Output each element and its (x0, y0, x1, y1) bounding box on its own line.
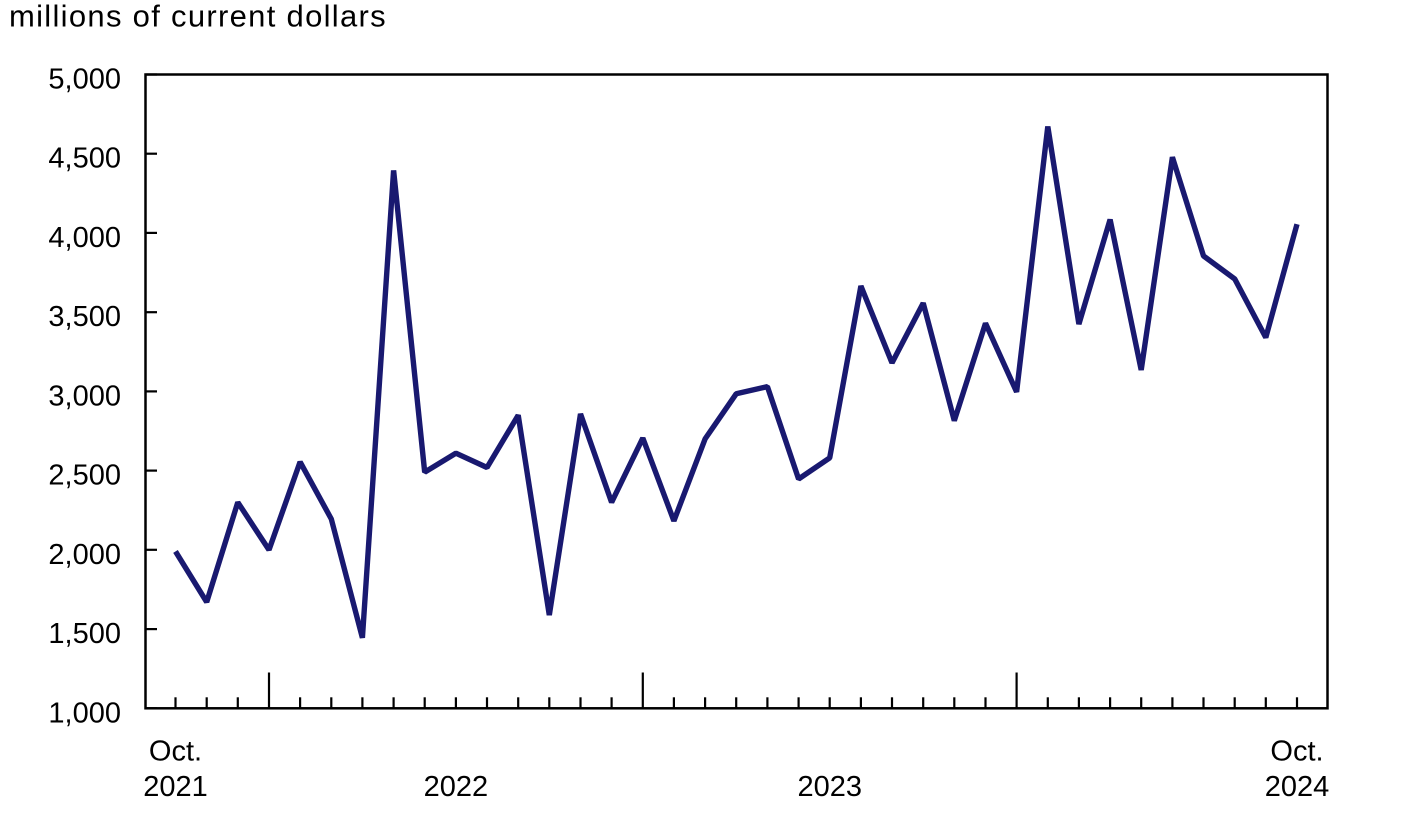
svg-text:millions of current dollars: millions of current dollars (9, 0, 387, 34)
svg-text:2,000: 2,000 (48, 539, 121, 571)
svg-text:2021: 2021 (143, 771, 208, 803)
svg-text:3,000: 3,000 (48, 380, 121, 412)
svg-text:5,000: 5,000 (48, 64, 121, 96)
svg-text:2024: 2024 (1265, 771, 1330, 803)
svg-text:4,500: 4,500 (48, 143, 121, 175)
svg-text:3,500: 3,500 (48, 301, 121, 333)
svg-text:Oct.: Oct. (149, 736, 202, 768)
svg-text:2022: 2022 (424, 771, 489, 803)
svg-text:1,000: 1,000 (48, 697, 121, 729)
svg-text:2,500: 2,500 (48, 460, 121, 492)
svg-text:2023: 2023 (797, 771, 862, 803)
svg-text:1,500: 1,500 (48, 618, 121, 650)
svg-text:4,000: 4,000 (48, 222, 121, 254)
svg-text:Oct.: Oct. (1270, 736, 1323, 768)
